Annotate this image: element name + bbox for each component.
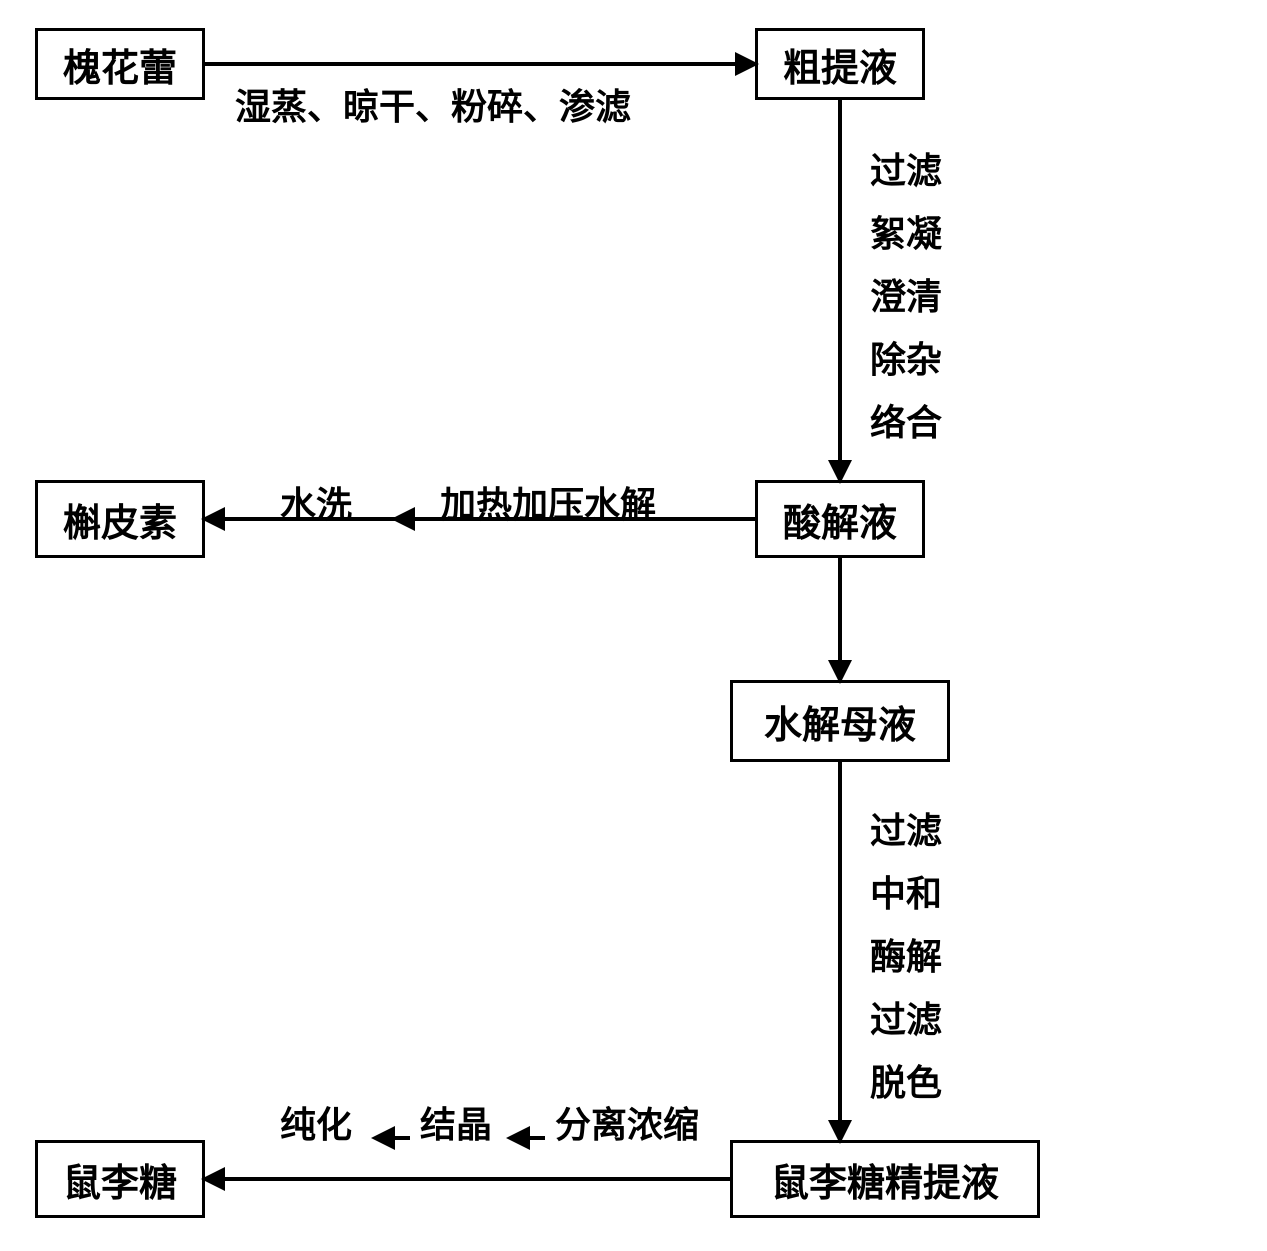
edge-label-4-3-a: 加热加压水解	[440, 478, 656, 532]
node-label: 槲皮素	[63, 492, 177, 547]
node-hupisu: 槲皮素	[35, 480, 205, 558]
node-shuijiemuye: 水解母液	[730, 680, 950, 762]
arrows-layer	[0, 0, 1267, 1251]
node-label: 槐花蕾	[63, 37, 177, 92]
node-label: 鼠李糖	[63, 1152, 177, 1207]
node-shulitangjingtiye: 鼠李糖精提液	[730, 1140, 1040, 1218]
edge-label-7-6-c: 纯化	[280, 1098, 352, 1152]
node-label: 水解母液	[764, 694, 916, 749]
node-label: 酸解液	[783, 492, 897, 547]
node-label: 粗提液	[783, 37, 897, 92]
edge-label-5-7: 过滤中和酶解过滤脱色	[870, 800, 942, 1115]
node-shulitang: 鼠李糖	[35, 1140, 205, 1218]
node-cutiye: 粗提液	[755, 28, 925, 100]
edge-label-1-2: 湿蒸、晾干、粉碎、渗滤	[235, 80, 631, 134]
node-label: 鼠李糖精提液	[771, 1152, 999, 1207]
edge-label-4-3-b: 水洗	[280, 478, 352, 532]
edge-label-7-6-b: 结晶	[420, 1098, 492, 1152]
edge-label-7-6-a: 分离浓缩	[555, 1098, 699, 1152]
edge-label-2-4: 过滤絮凝澄清除杂络合	[870, 140, 942, 455]
node-suanjieye: 酸解液	[755, 480, 925, 558]
node-huahualei: 槐花蕾	[35, 28, 205, 100]
